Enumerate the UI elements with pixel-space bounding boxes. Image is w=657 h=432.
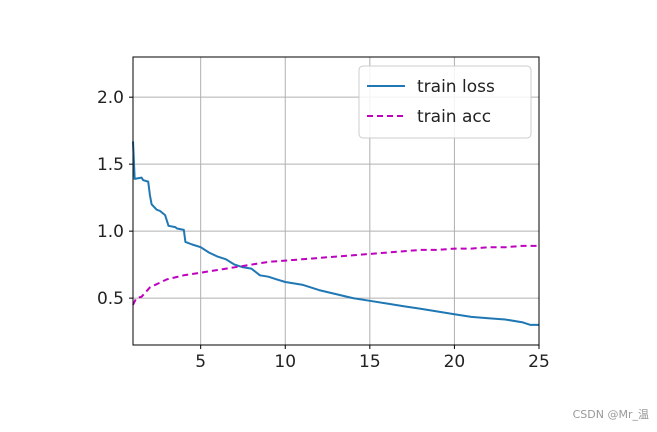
watermark-text: CSDN @Mr_温 xyxy=(572,408,649,421)
legend-box xyxy=(358,65,532,139)
y-tick-label: 1.0 xyxy=(97,222,124,242)
series-line-train-acc xyxy=(132,244,539,306)
plot-frame xyxy=(132,56,540,346)
x-tick-label: 20 xyxy=(444,352,466,372)
legend-label: train acc xyxy=(417,107,491,127)
axis-ticks: 5 10 15 20 25 0.5 1.0 1.5 2.0 xyxy=(97,88,550,372)
y-tick-label: 2.0 xyxy=(97,88,124,108)
x-tick-label: 10 xyxy=(274,352,296,372)
legend-label: train loss xyxy=(417,77,495,97)
series-line-train-loss xyxy=(132,141,539,326)
x-tick-label: 5 xyxy=(195,352,206,372)
legend: train loss train acc xyxy=(358,65,532,139)
x-tick-label: 25 xyxy=(528,352,550,372)
plot-series xyxy=(132,141,539,326)
x-tick-label: 15 xyxy=(359,352,381,372)
y-tick-label: 0.5 xyxy=(97,289,124,309)
y-tick-label: 1.5 xyxy=(97,155,124,175)
